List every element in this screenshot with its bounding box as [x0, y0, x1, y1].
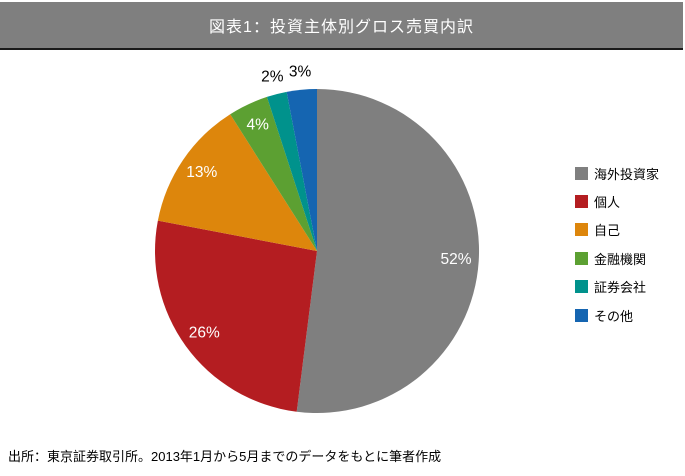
pie-slice [230, 96, 317, 252]
legend-item: 金融機関 [575, 244, 659, 272]
chart-title: 図表1：投資主体別グロス売買内訳 [209, 19, 474, 36]
legend-label: その他 [594, 308, 634, 324]
legend-swatch-icon [575, 223, 588, 237]
pie-data-label: 52% [440, 251, 471, 268]
pie-slice [296, 89, 480, 413]
legend-swatch-icon [575, 166, 588, 180]
pie-data-label: 26% [189, 324, 220, 341]
legend-item: 自己 [575, 216, 659, 244]
legend-label: 金融機関 [594, 251, 647, 267]
legend-label: 海外投資家 [594, 166, 660, 182]
legend-label: 証券会社 [594, 280, 647, 296]
pie-data-label: 13% [186, 164, 217, 181]
legend-item: 海外投資家 [575, 159, 659, 187]
legend-item: 個人 [575, 187, 659, 215]
pie-slice [155, 220, 317, 412]
legend-swatch-icon [575, 251, 588, 265]
chart-legend: 海外投資家個人自己金融機関証券会社その他 [575, 159, 659, 329]
chart-title-bar: 図表1：投資主体別グロス売買内訳 [0, 2, 683, 50]
legend-label: 自己 [594, 223, 621, 239]
legend-label: 個人 [594, 195, 621, 211]
pie-data-label: 3% [289, 64, 312, 81]
legend-item: 証券会社 [575, 273, 659, 301]
legend-swatch-icon [575, 195, 588, 209]
pie-slice [266, 91, 317, 252]
pie-data-label: 2% [261, 68, 284, 85]
pie-slice [157, 114, 317, 251]
legend-swatch-icon [575, 280, 588, 294]
pie-slice [286, 89, 317, 251]
legend-item: その他 [575, 301, 659, 329]
source-note: 出所：東京証券取引所。2013年1月から5月までのデータをもとに筆者作成 [8, 449, 442, 464]
legend-swatch-icon [575, 308, 588, 322]
pie-data-label: 4% [246, 116, 269, 133]
